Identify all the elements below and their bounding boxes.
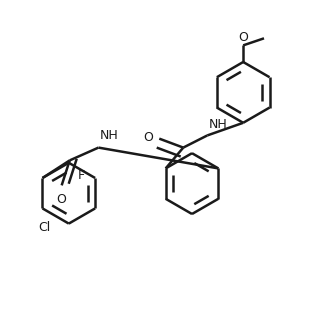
- Text: O: O: [238, 31, 248, 44]
- Text: NH: NH: [100, 129, 119, 142]
- Text: F: F: [78, 169, 85, 182]
- Text: O: O: [144, 131, 154, 144]
- Text: NH: NH: [209, 118, 228, 130]
- Text: O: O: [56, 193, 66, 207]
- Text: Cl: Cl: [38, 220, 50, 233]
